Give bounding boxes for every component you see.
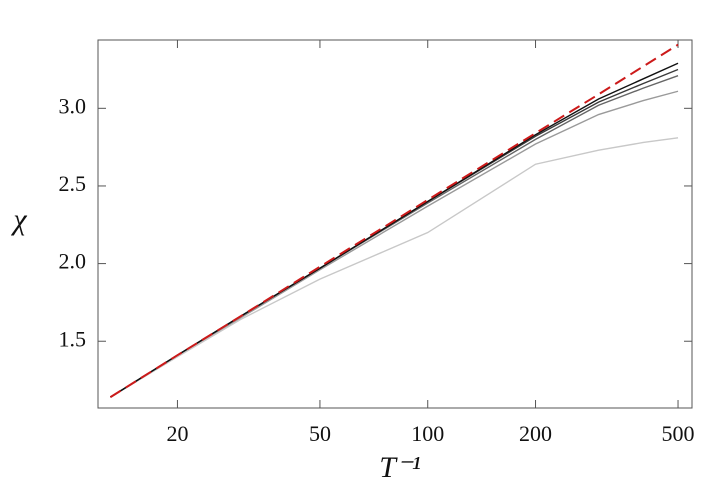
- x-tick-label: 100: [411, 421, 444, 446]
- series-line: [110, 75, 679, 398]
- series-line: [110, 68, 679, 398]
- x-tick-label: 20: [166, 421, 188, 446]
- x-axis-title: T⁻¹: [379, 451, 421, 484]
- y-tick-label: 2.5: [59, 171, 87, 196]
- series-line: [109, 43, 679, 398]
- series-line: [110, 137, 679, 398]
- plot-frame: [97, 39, 693, 409]
- y-tick-label: 1.5: [59, 326, 87, 351]
- x-tick-label: 500: [662, 421, 695, 446]
- y-tick-label: 3.0: [59, 93, 87, 118]
- x-tick-label: 50: [309, 421, 331, 446]
- series-line: [110, 62, 679, 398]
- x-tick-label: 200: [519, 421, 552, 446]
- y-tick-label: 2.0: [59, 249, 87, 274]
- y-axis-title: χ: [10, 203, 27, 236]
- series-line: [110, 90, 679, 398]
